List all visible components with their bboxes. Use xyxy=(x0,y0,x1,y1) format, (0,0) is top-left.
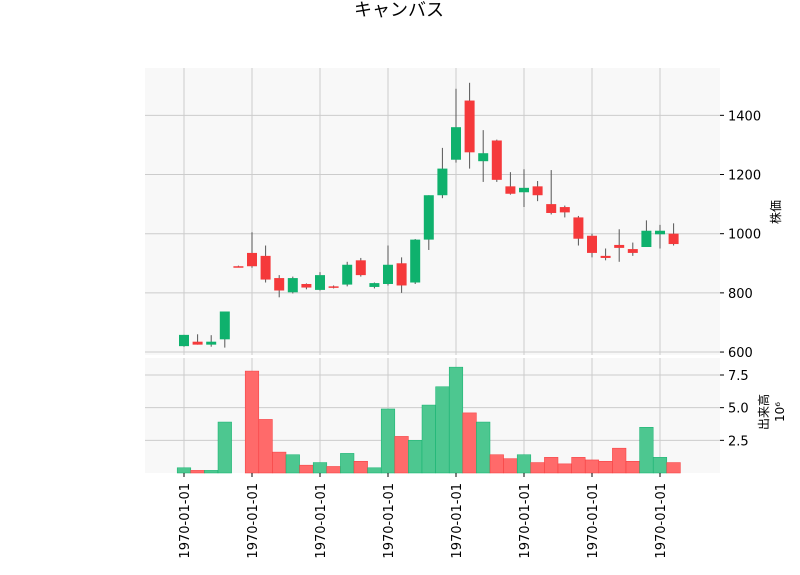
volume-bar xyxy=(190,470,205,474)
volume-bar xyxy=(421,404,436,474)
candle-body xyxy=(573,217,584,239)
volume-bar xyxy=(448,366,464,474)
candle-body xyxy=(491,140,502,180)
volume-bar xyxy=(476,421,491,474)
price-candles xyxy=(179,82,679,348)
candle-body xyxy=(315,275,325,290)
volume-bar xyxy=(612,447,627,474)
candle-body xyxy=(532,186,543,196)
candle-body xyxy=(383,264,393,284)
candle-body xyxy=(627,249,638,253)
volume-bar xyxy=(544,457,559,474)
candle-body xyxy=(369,283,380,287)
candle-body xyxy=(451,127,461,160)
candle-body xyxy=(546,204,557,213)
x-tick-label: 1970-01-01 xyxy=(246,483,261,559)
volume-bar xyxy=(571,457,586,474)
candle-body xyxy=(519,187,529,193)
x-tick-label: 1970-01-01 xyxy=(586,483,601,559)
volume-bar xyxy=(367,467,382,474)
candle-body xyxy=(410,239,421,283)
volume-bar xyxy=(326,466,341,474)
volume-bar xyxy=(516,454,532,474)
candle-body xyxy=(478,153,489,162)
volume-bar xyxy=(408,440,423,474)
volume-bar xyxy=(258,419,273,474)
candle-body xyxy=(247,252,257,267)
volume-bar xyxy=(394,436,409,474)
candle-body xyxy=(301,283,312,288)
candle-body xyxy=(274,278,285,291)
candle-body xyxy=(668,233,679,245)
price-tick-label: 1000 xyxy=(728,228,761,243)
volume-bar xyxy=(489,454,504,474)
volume-bar xyxy=(503,458,518,474)
volume-tick-label: 5.0 xyxy=(728,402,749,417)
price-axis-label: 株価 xyxy=(768,200,783,224)
chart-title: キャンバス xyxy=(354,0,444,21)
candle-body xyxy=(219,311,230,340)
x-tick-label: 1970-01-01 xyxy=(314,483,329,559)
volume-bar xyxy=(244,370,260,474)
x-tick-label: 1970-01-01 xyxy=(518,483,533,559)
candle-body xyxy=(587,235,597,253)
candle-body xyxy=(559,207,570,213)
volume-bar xyxy=(598,460,613,474)
candle-body xyxy=(342,264,353,285)
volume-tick-label: 2.5 xyxy=(728,434,749,449)
price-tick-label: 800 xyxy=(728,287,753,302)
volume-bar xyxy=(625,460,640,474)
candle-body xyxy=(233,266,244,268)
x-tick-label: 1970-01-01 xyxy=(450,483,465,559)
candle-body xyxy=(655,230,665,235)
volume-bar xyxy=(380,408,396,474)
volume-tick-label: 7.5 xyxy=(728,369,749,384)
volume-bar xyxy=(176,467,192,474)
volume-bar xyxy=(272,451,287,474)
price-tick-label: 1200 xyxy=(728,169,761,184)
volume-bar xyxy=(217,421,232,474)
volume-bar xyxy=(557,463,572,474)
volume-scale-label: 10⁶ xyxy=(773,402,787,422)
candle-body xyxy=(423,195,434,240)
volume-bar xyxy=(312,462,328,474)
candle-body xyxy=(641,230,652,248)
candle-body xyxy=(437,168,448,196)
volume-bar xyxy=(435,386,450,474)
candle-body xyxy=(287,278,298,293)
x-tick-label: 1970-01-01 xyxy=(178,483,193,559)
candle-body xyxy=(328,286,339,288)
axis-ticks: 1970-01-01 1970-01-01 1970-01-01 1970-01-01… xyxy=(178,109,761,558)
volume-bar xyxy=(666,462,681,474)
price-tick-label: 600 xyxy=(728,346,753,361)
volume-bar xyxy=(285,454,300,474)
volume-bar xyxy=(639,427,654,474)
candle-body xyxy=(206,341,217,345)
volume-bar xyxy=(652,457,668,474)
volume-bar xyxy=(340,453,355,474)
candle-body xyxy=(179,334,189,347)
candle-body xyxy=(396,263,407,286)
price-tick-label: 1400 xyxy=(728,109,761,124)
volume-bar xyxy=(584,459,600,474)
candle-body xyxy=(600,255,611,258)
volume-bar xyxy=(299,464,314,474)
candle-body xyxy=(355,260,366,276)
candle-body xyxy=(192,341,203,345)
x-tick-label: 1970-01-01 xyxy=(654,483,669,559)
volume-bar xyxy=(353,460,368,474)
candle-body xyxy=(614,244,625,248)
volume-bar xyxy=(204,470,219,474)
volume-bar xyxy=(530,462,545,474)
candle-body xyxy=(464,100,475,153)
candle-body xyxy=(260,255,271,280)
volume-axis-label: 出来高 xyxy=(756,394,771,430)
volume-bar xyxy=(462,412,477,474)
x-tick-label: 1970-01-01 xyxy=(382,483,397,559)
volume-bars xyxy=(176,366,681,474)
candle-body xyxy=(505,186,516,194)
